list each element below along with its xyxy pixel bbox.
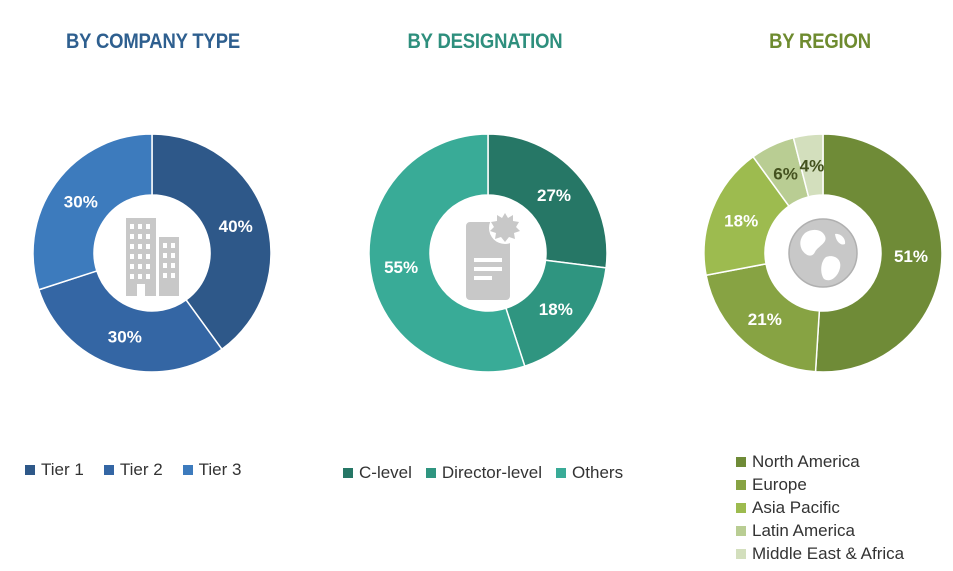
legend-swatch (736, 502, 746, 513)
legend-item-europe: Europe (736, 474, 904, 497)
slice-label: 30% (108, 328, 142, 347)
legend-swatch (736, 457, 746, 468)
slice-label: 4% (800, 157, 825, 176)
legend-label: North America (752, 452, 860, 472)
legend-label: Tier 3 (198, 460, 242, 479)
legend-swatch (736, 525, 746, 536)
legend-swatch (343, 468, 353, 478)
legend-item-tier-1: Tier 1 (25, 460, 84, 480)
slice-label: 18% (724, 212, 758, 231)
company-type-title: BY COMPANY TYPE (66, 30, 240, 53)
legend-swatch (25, 465, 35, 475)
legend-item-tier-2: Tier 2 (103, 460, 163, 480)
slice-label: 6% (773, 164, 798, 183)
legend-item-middle-east-africa: Middle East & Africa (736, 542, 904, 565)
designation-legend: C-level Director-level Others (343, 463, 643, 483)
legend-label: Director-level (441, 463, 543, 482)
legend-label: Tier 2 (119, 460, 163, 479)
company-type-donut: 40% 30% 30% (32, 133, 272, 373)
region-title: BY REGION (769, 30, 871, 53)
legend-item-latin-america: Latin America (736, 519, 904, 542)
legend-label: Middle East & Africa (752, 543, 905, 563)
globe-icon (788, 218, 858, 288)
slice-label: 40% (219, 217, 253, 236)
legend-swatch (736, 480, 746, 491)
slice-label: 30% (64, 192, 98, 211)
slice-others (368, 133, 526, 373)
legend-item-north-america: North America (736, 451, 904, 474)
slice-label: 27% (537, 186, 571, 205)
legend-label: Europe (752, 475, 807, 495)
legend-swatch (182, 465, 193, 475)
legend-item-tier-3: Tier 3 (182, 460, 242, 480)
building-icon (126, 218, 179, 296)
company-type-legend: Tier 1 Tier 2 Tier 3 (25, 460, 261, 480)
legend-item-others: Others (556, 463, 623, 483)
slice-label: 18% (539, 300, 573, 319)
certificate-document-icon (466, 212, 521, 300)
legend-item-c-level: C-level (343, 463, 412, 483)
slice-label: 51% (894, 247, 928, 266)
legend-label: Others (572, 463, 624, 482)
region-legend: North America Europe Asia Pacific Latin … (736, 451, 904, 565)
legend-item-director-level: Director-level (425, 463, 543, 483)
legend-label: Tier 1 (41, 460, 84, 479)
designation-title: BY DESIGNATION (407, 30, 563, 53)
legend-item-asia-pacific: Asia Pacific (736, 497, 904, 520)
legend-swatch (736, 548, 746, 559)
slice-label: 21% (748, 310, 782, 329)
region-donut: 51% 21% 18% 6% 4% (703, 133, 943, 373)
legend-swatch (103, 465, 114, 475)
legend-swatch (556, 468, 567, 478)
legend-label: C-level (359, 463, 412, 482)
legend-swatch (425, 468, 436, 478)
legend-label: Asia Pacific (752, 497, 840, 517)
slice-label: 55% (384, 258, 418, 277)
legend-label: Latin America (752, 520, 855, 540)
